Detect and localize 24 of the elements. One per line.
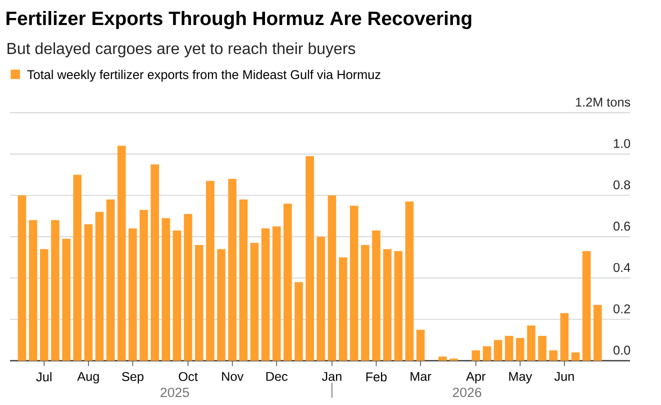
y-tick-label: 0.6 (614, 222, 630, 231)
legend-label: Total weekly fertilizer exports from the Mideast Gulf via Hormuz (27, 70, 380, 82)
text: 2025 (160, 388, 190, 398)
x-tick-label: Aug (77, 372, 99, 384)
x-tick-label: Jun (554, 372, 574, 381)
x-tick-label: Mar (410, 372, 432, 381)
x-tick-label: Apr (466, 372, 486, 384)
x-tick-label: Oct (178, 372, 198, 382)
x-tick-label: Jan (322, 372, 342, 381)
x-tick-label: Dec (266, 372, 288, 381)
chart-subtitle: But delayed cargoes are yet to reach their buyers (8, 42, 356, 58)
chart-title: Fertilizer Exports Through Hormuz Are Recovering (6, 10, 472, 30)
text: 2026 (452, 388, 482, 398)
y-tick-label: 0.8 (614, 180, 630, 190)
y-tick-label: 0.2 (614, 304, 630, 314)
y-tick-label: 0.0 (614, 346, 630, 355)
x-tick-label: Feb (366, 372, 387, 382)
x-tick-label: May (509, 372, 532, 384)
y-tick-label: 1.2M tons (576, 98, 630, 107)
x-tick-label: Sep (122, 372, 144, 384)
y-tick-label: 0.4 (614, 263, 630, 272)
y-tick-label: 1.0 (614, 139, 630, 148)
x-tick-label: Jul (36, 372, 52, 382)
x-tick-label: Nov (222, 372, 244, 381)
